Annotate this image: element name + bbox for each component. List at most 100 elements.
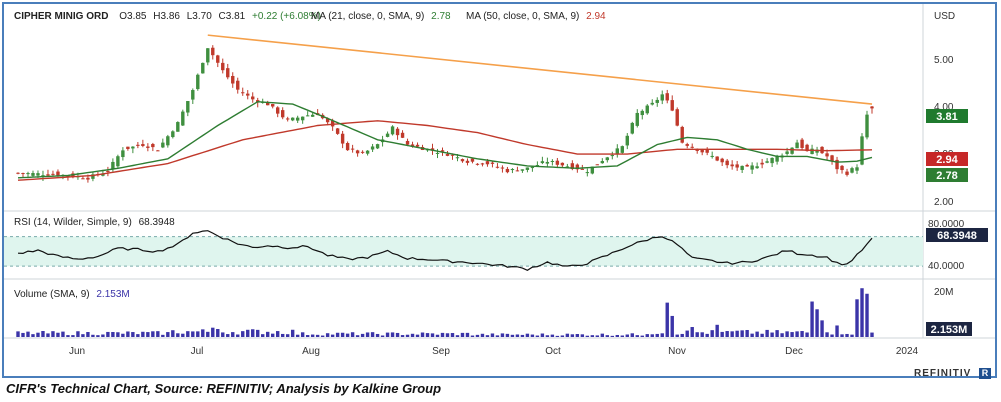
candle-body — [765, 161, 769, 163]
volume-bar — [365, 332, 370, 337]
volume-bar — [545, 335, 550, 337]
candle-body — [615, 148, 619, 155]
volume-bar — [790, 332, 794, 337]
volume-bar — [425, 333, 430, 337]
volume-bar — [271, 333, 275, 337]
candle-body — [845, 171, 849, 175]
candle-body — [720, 158, 724, 163]
volume-bar — [460, 332, 465, 337]
candle-body — [510, 169, 515, 171]
candle-body — [455, 157, 460, 159]
candle-body — [655, 99, 659, 103]
close-value: C3.81 — [219, 11, 246, 22]
volume-bar — [430, 333, 435, 337]
candle-body — [390, 126, 395, 135]
candle-body — [480, 163, 485, 165]
candle-body — [715, 156, 719, 161]
candle-body — [680, 126, 684, 143]
candle-body — [266, 102, 270, 106]
volume-bar — [196, 331, 200, 337]
candle-body — [226, 68, 230, 78]
volume-bar — [126, 331, 130, 337]
svg-text:RSI (14, Wilder, Simple, 9): RSI (14, Wilder, Simple, 9) 68.3948 — [14, 217, 175, 228]
candle-body — [595, 164, 600, 166]
volume-bar — [81, 334, 85, 337]
candle-body — [365, 150, 370, 154]
candle-body — [435, 152, 440, 154]
volume-bar — [26, 331, 30, 337]
rsi-value: 68.3948 — [139, 217, 176, 228]
ma21-badge-text: 2.78 — [936, 170, 957, 182]
candle-body — [850, 168, 854, 173]
candle-body — [176, 122, 180, 132]
candle-body — [795, 142, 799, 149]
candle-body — [211, 47, 215, 56]
volume-label: Volume (SMA, 9) — [14, 289, 90, 300]
volume-bar — [815, 309, 819, 337]
candle-body — [450, 154, 455, 156]
candle-body — [810, 148, 814, 155]
volume-bar — [61, 331, 65, 337]
volume-bar — [620, 335, 624, 337]
candle-body — [136, 144, 140, 146]
candle-body — [485, 161, 490, 165]
volume-bar — [246, 329, 250, 337]
volume-bar — [800, 331, 804, 337]
volume-bar — [320, 335, 325, 337]
change-value: +0.22 (+6.08%) — [252, 11, 321, 22]
volume-bars — [16, 288, 874, 337]
candle-body — [56, 171, 60, 176]
volume-bar — [171, 330, 175, 337]
volume-bar — [725, 331, 729, 337]
volume-bar — [141, 331, 145, 337]
x-tick-dec: Dec — [785, 346, 803, 357]
candle-body — [805, 144, 809, 152]
volume-bar — [445, 333, 450, 337]
volume-bar — [340, 332, 345, 337]
volume-bar — [600, 333, 605, 337]
candle-body — [330, 120, 335, 127]
volume-bar — [505, 333, 510, 337]
volume-bar — [166, 332, 170, 337]
candle-body — [345, 143, 350, 151]
volume-bar — [520, 334, 525, 337]
volume-bar — [670, 315, 674, 337]
candle-body — [730, 164, 734, 167]
candle-body — [310, 114, 315, 117]
candle-body — [191, 90, 195, 100]
candle-body — [91, 174, 95, 179]
volume-bar — [221, 332, 225, 337]
volume-bar — [860, 288, 864, 337]
candle-body — [600, 161, 605, 164]
volume-bar — [830, 334, 834, 337]
volume-bar — [470, 335, 475, 337]
candle-body — [340, 133, 345, 144]
candle-body — [305, 115, 310, 117]
candle-body — [475, 163, 480, 165]
svg-text:Volume (SMA, 9) 2.153M: Volume (SMA, 9) 2.153M — [14, 289, 130, 300]
volume-bar — [695, 332, 699, 337]
candle-body — [800, 139, 804, 148]
open-value: O3.85 — [119, 11, 147, 22]
volume-bar — [690, 327, 694, 337]
volume-bar — [495, 335, 500, 337]
candle-body — [116, 156, 120, 167]
volume-bar — [420, 332, 425, 337]
x-tick-jul: Jul — [191, 346, 204, 357]
candle-body — [186, 101, 190, 113]
price-tick-4: 4.00 — [934, 102, 954, 113]
volume-bar — [380, 335, 385, 337]
volume-bar — [595, 335, 600, 337]
volume-bar — [440, 332, 445, 337]
volume-bar — [181, 333, 185, 337]
x-tick-sep: Sep — [432, 346, 450, 357]
volume-bar — [241, 331, 245, 337]
candle-body — [21, 173, 25, 175]
chart-caption: CIFR's Technical Chart, Source: REFINITI… — [6, 381, 442, 396]
candle-body — [385, 133, 390, 137]
volume-bar — [156, 331, 160, 337]
volume-bar — [266, 331, 270, 337]
volume-bar — [151, 331, 155, 337]
volume-bar — [415, 334, 420, 337]
candle-body — [580, 168, 585, 170]
